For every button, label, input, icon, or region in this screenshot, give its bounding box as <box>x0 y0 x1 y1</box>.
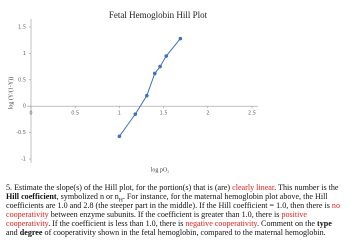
text-run: . This number is the <box>274 183 339 192</box>
data-point <box>158 64 162 69</box>
data-point <box>133 112 138 116</box>
text-run: , symbolized n or n <box>56 192 119 202</box>
chart: Fetal Hemoglobin Hill Plot log pO₂ log (… <box>7 10 258 173</box>
x-axis-label: log pO₂ <box>151 167 170 173</box>
text-run: and <box>6 228 20 238</box>
text-run: . If the coefficient is less than 1.0, t… <box>48 219 186 229</box>
text-run: of cooperativity shown in the fetal hemo… <box>42 228 326 238</box>
data-point <box>178 36 183 41</box>
data-point <box>152 71 157 76</box>
data-point <box>145 93 149 98</box>
x-tick-label: 2.5 <box>248 111 256 117</box>
text-run: negative cooperativity <box>185 219 257 229</box>
data-point <box>117 134 122 139</box>
question-text: 5. Estimate the slope(s) of the Hill plo… <box>6 183 344 238</box>
data-point <box>164 54 169 58</box>
text-run: type <box>317 219 332 229</box>
text-run: . For instance, for the maternal hemoglo… <box>6 192 332 211</box>
text-run: positive cooperativity <box>6 210 308 229</box>
x-tick-label: 2 <box>206 111 209 117</box>
y-tick-label: 0.5 <box>18 77 26 83</box>
y-tick-label: 1.5 <box>18 25 26 31</box>
y-tick-label: -0.5 <box>16 130 26 136</box>
y-tick-label: -1 <box>21 157 26 163</box>
x-tick-label: 1 <box>118 111 121 117</box>
chart-title: Fetal Hemoglobin Hill Plot <box>109 10 208 20</box>
text-run: . Comment on the <box>257 219 318 229</box>
text-run: clearly linear <box>232 183 275 192</box>
text-run: Hill coefficient <box>6 192 57 202</box>
data-line <box>118 38 181 137</box>
text-run: degree <box>19 228 43 238</box>
text-run: between enzyme subunits. If the coeffici… <box>48 210 282 220</box>
y-tick-label: 0 <box>23 104 26 110</box>
x-tick-label: 0.5 <box>71 111 79 117</box>
x-tick-label: 0 <box>29 111 32 117</box>
y-axis-label: log (Y/(1-Y)) <box>7 77 14 110</box>
text-run: no cooperativity <box>6 201 340 220</box>
y-tick-label: 1 <box>23 51 26 57</box>
x-tick-label: 1.5 <box>160 111 168 117</box>
text-run: 5. Estimate the slope(s) of the Hill plo… <box>6 183 233 192</box>
